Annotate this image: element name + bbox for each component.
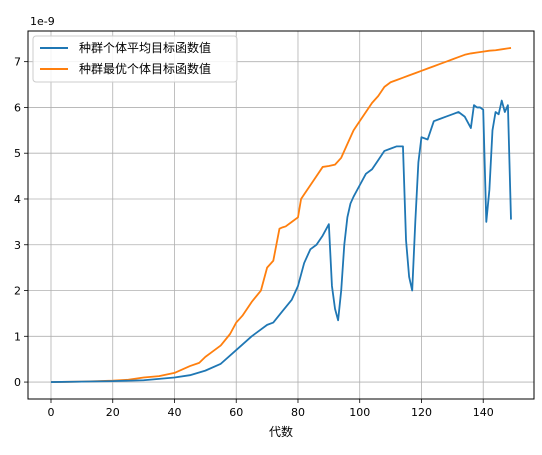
- y-tick-label: 5: [14, 147, 21, 160]
- plot-frame: [27, 30, 535, 400]
- legend: 种群个体平均目标函数值 种群最优个体目标函数值: [32, 35, 238, 83]
- legend-box: [32, 35, 238, 83]
- y-tick-label: 6: [14, 101, 21, 114]
- series-line-best: [50, 47, 512, 383]
- axis-ticks: 0 20 40 60 80 100 120 140 0 1 2 3 4 5 6 7: [14, 56, 494, 419]
- y-tick-label: 2: [14, 285, 21, 298]
- x-tick-label: 140: [473, 406, 494, 419]
- x-tick-label: 80: [291, 406, 305, 419]
- y-tick-label: 0: [14, 376, 21, 389]
- x-tick-label: 120: [411, 406, 432, 419]
- x-axis-label: 代数: [269, 424, 293, 439]
- x-tick-label: 60: [229, 406, 243, 419]
- x-tick-label: 0: [48, 406, 55, 419]
- x-tick-label: 40: [167, 406, 181, 419]
- y-tick-label: 1: [14, 330, 21, 343]
- series-line-avg: [50, 99, 512, 383]
- grid: [28, 31, 534, 399]
- y-tick-label: 3: [14, 239, 21, 252]
- y-multiplier-label: 1e-9: [30, 15, 55, 28]
- series-lines: [50, 47, 512, 383]
- x-tick-label: 20: [106, 406, 120, 419]
- x-tick-label: 100: [349, 406, 370, 419]
- legend-label-best: 种群最优个体目标函数值: [79, 61, 211, 76]
- y-tick-label: 4: [14, 193, 21, 206]
- legend-label-avg: 种群个体平均目标函数值: [79, 40, 211, 55]
- y-tick-label: 7: [14, 56, 21, 69]
